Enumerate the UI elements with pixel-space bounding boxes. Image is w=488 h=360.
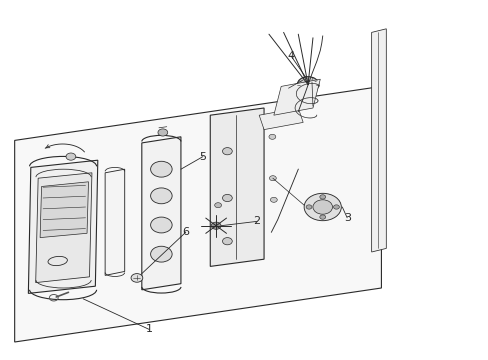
Polygon shape: [210, 108, 264, 266]
Polygon shape: [259, 108, 303, 130]
Circle shape: [305, 205, 311, 209]
Circle shape: [312, 200, 332, 214]
Polygon shape: [36, 173, 92, 283]
Polygon shape: [105, 169, 124, 275]
Polygon shape: [142, 137, 181, 290]
Circle shape: [222, 148, 232, 155]
Circle shape: [150, 161, 172, 177]
Text: 2: 2: [253, 216, 260, 226]
Text: 3: 3: [343, 213, 350, 223]
Circle shape: [131, 274, 142, 282]
Circle shape: [222, 238, 232, 245]
Text: 5: 5: [199, 152, 206, 162]
Circle shape: [211, 222, 221, 229]
Text: 6: 6: [182, 227, 189, 237]
Polygon shape: [40, 182, 88, 238]
Circle shape: [333, 205, 339, 209]
Polygon shape: [15, 86, 381, 342]
Circle shape: [214, 203, 221, 208]
Circle shape: [150, 217, 172, 233]
Circle shape: [158, 129, 167, 136]
Circle shape: [150, 188, 172, 204]
Circle shape: [297, 77, 318, 93]
Polygon shape: [273, 79, 320, 115]
Circle shape: [268, 134, 275, 139]
Circle shape: [66, 153, 76, 160]
Circle shape: [150, 246, 172, 262]
Text: 1: 1: [145, 324, 152, 334]
Circle shape: [303, 81, 312, 88]
Circle shape: [269, 176, 276, 181]
Text: 4: 4: [287, 51, 294, 61]
Circle shape: [270, 197, 277, 202]
Polygon shape: [28, 160, 98, 293]
Circle shape: [319, 215, 325, 219]
Circle shape: [304, 193, 341, 221]
Circle shape: [222, 194, 232, 202]
Polygon shape: [371, 29, 386, 252]
Circle shape: [319, 195, 325, 199]
